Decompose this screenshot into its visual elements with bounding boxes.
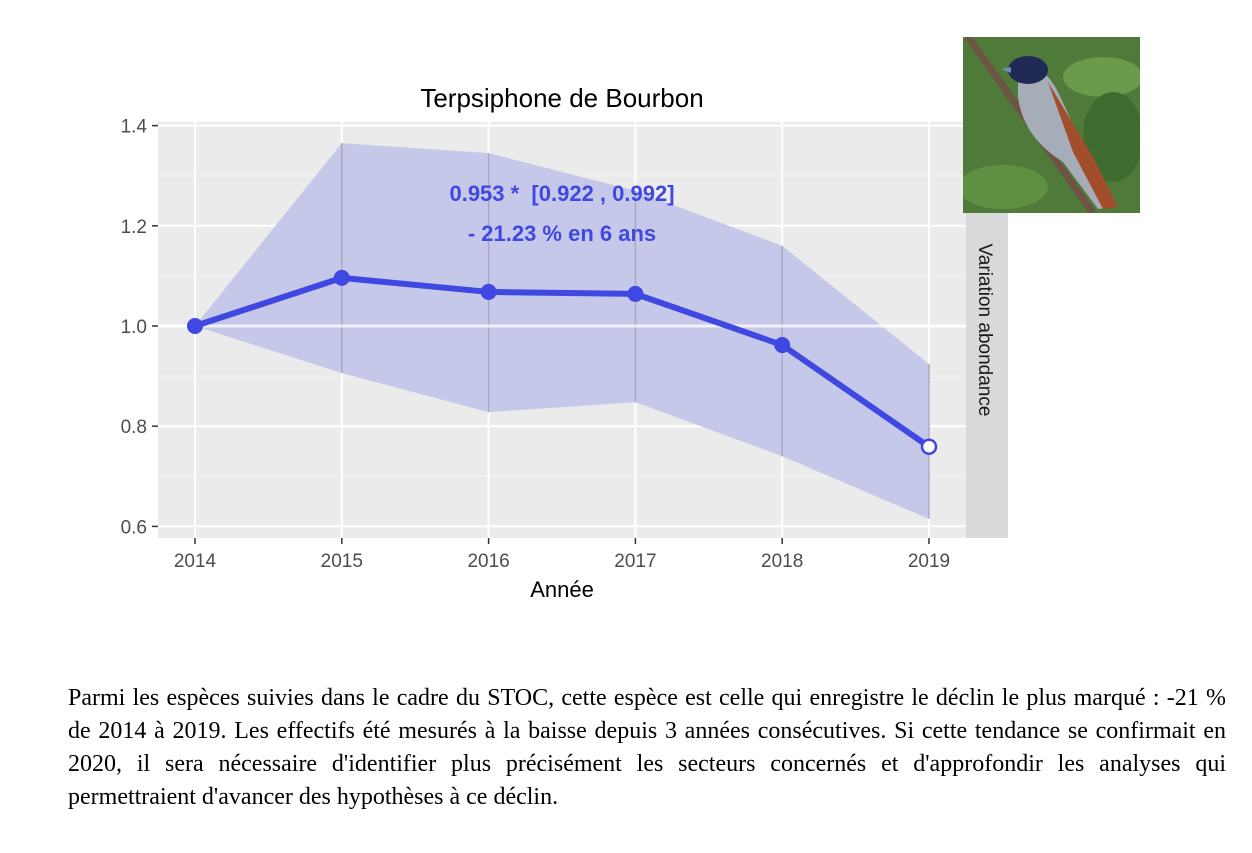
bird-photo [963, 37, 1140, 213]
y-tick-label: 1.2 [121, 217, 147, 238]
x-tick-label: 2018 [761, 551, 803, 572]
data-point [627, 285, 644, 302]
confidence-ribbon [195, 143, 929, 519]
y-tick-label: 1.4 [121, 117, 148, 138]
y-tick-label: 0.6 [121, 517, 147, 538]
x-axis-label: Année [530, 577, 594, 602]
data-point [480, 283, 497, 300]
data-point [920, 438, 938, 455]
annotation-decline: - 21.23 % en 6 ans [468, 221, 656, 246]
description-paragraph: Parmi les espèces suivies dans le cadre … [68, 685, 1226, 810]
y-tick-label: 1.0 [121, 317, 147, 338]
x-tick-label: 2016 [467, 551, 509, 572]
chart-title: Terpsiphone de Bourbon [420, 83, 703, 113]
x-tick-label: 2015 [321, 551, 363, 572]
data-point [774, 337, 791, 354]
data-point [187, 318, 203, 334]
x-tick-label: 2019 [908, 551, 950, 572]
facet-label: Variation abondance [974, 244, 995, 417]
data-point [333, 269, 350, 286]
y-tick-label: 0.8 [121, 417, 147, 438]
x-tick-label: 2017 [614, 551, 656, 572]
x-tick-label: 2014 [174, 551, 217, 572]
series-line [194, 274, 931, 450]
annotation-trend: 0.953 * [0.922 , 0.992] [449, 181, 674, 206]
